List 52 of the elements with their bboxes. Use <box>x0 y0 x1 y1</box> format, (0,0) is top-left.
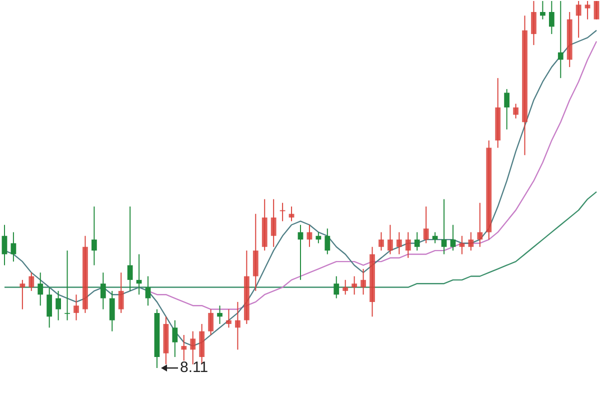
candlestick <box>352 276 358 296</box>
candlestick <box>388 224 393 255</box>
candlestick <box>504 88 510 130</box>
candlestick <box>441 198 447 255</box>
candlestick <box>127 206 133 292</box>
candlestick <box>208 308 214 336</box>
candlestick <box>316 232 322 244</box>
candlestick <box>217 305 222 324</box>
candlestick <box>360 268 366 296</box>
candlestick <box>324 228 330 255</box>
candlestick <box>2 224 8 266</box>
candlestick <box>298 224 304 280</box>
candlestick <box>270 198 276 248</box>
candlestick <box>405 232 411 258</box>
candlestick <box>10 232 16 262</box>
candlestick <box>181 334 187 362</box>
candlestick <box>46 286 52 328</box>
candlestick <box>172 320 178 358</box>
candlestick <box>306 224 312 248</box>
candlestick <box>20 279 26 310</box>
candlestick <box>378 232 384 252</box>
candlestick <box>334 276 340 299</box>
candlestick <box>423 206 429 244</box>
candlestick <box>74 294 79 321</box>
candlestick <box>450 224 456 252</box>
candlestick <box>414 232 420 252</box>
candlestick <box>28 272 34 292</box>
candlestick <box>396 232 402 255</box>
candlestick <box>38 272 44 306</box>
candlestick <box>109 290 115 332</box>
candlestick <box>468 232 474 252</box>
candlestick <box>145 276 151 306</box>
candlestick <box>548 0 554 35</box>
candlestick <box>118 272 124 314</box>
candlestick <box>513 103 518 119</box>
candlestick <box>100 272 106 310</box>
candlestick <box>531 0 536 46</box>
annotation: 8.11 <box>180 359 208 376</box>
candlestick <box>280 202 286 222</box>
candlestick <box>594 0 600 20</box>
candlestick <box>342 279 348 296</box>
candlestick <box>226 308 232 328</box>
candlestick <box>64 250 70 321</box>
candlestick <box>540 0 546 20</box>
candlestick <box>459 235 465 255</box>
candlestick <box>584 0 590 20</box>
candlestick <box>477 202 483 248</box>
candlestick <box>558 0 564 79</box>
candlestick <box>91 206 97 266</box>
candlestick <box>576 0 582 38</box>
candlestick <box>56 290 61 321</box>
candlestick <box>235 301 240 350</box>
